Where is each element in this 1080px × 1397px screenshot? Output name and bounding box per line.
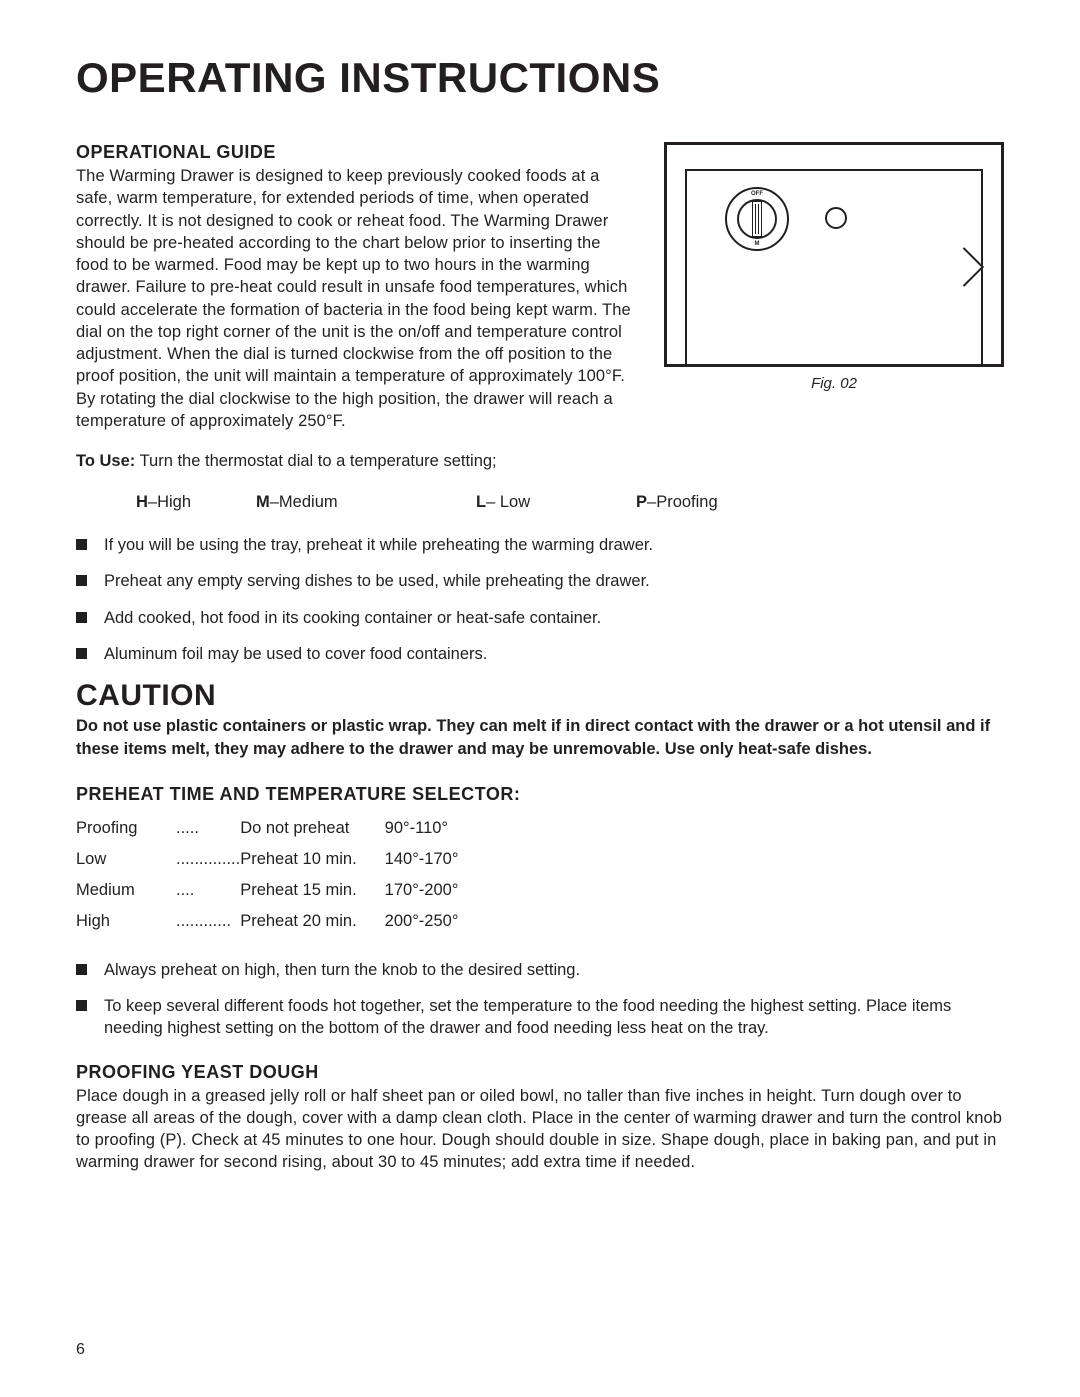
preheat-dots: .............. — [176, 844, 240, 875]
temperature-legend: H–High M–Medium L– Low P–Proofing — [76, 493, 1004, 512]
preheat-range: 170°-200° — [385, 875, 459, 906]
preheat-range: 90°-110° — [385, 813, 459, 844]
operational-guide-body: The Warming Drawer is designed to keep p… — [76, 165, 636, 432]
caution-text: Do not use plastic containers or plastic… — [76, 715, 1004, 760]
preheat-dots: ............ — [176, 906, 240, 937]
to-use-line: To Use: Turn the thermostat dial to a te… — [76, 452, 1004, 471]
preheat-bullets: Always preheat on high, then turn the kn… — [76, 959, 1004, 1040]
preheat-range: 200°-250° — [385, 906, 459, 937]
figure-column: OFF M Fig. 02 — [664, 142, 1004, 392]
legend-high: H–High — [136, 493, 256, 512]
caution-heading: CAUTION — [76, 679, 1004, 713]
to-use-text: Turn the thermostat dial to a temperatur… — [135, 452, 496, 470]
preheat-table: Proofing ..... Do not preheat 90°-110° L… — [76, 813, 458, 937]
preheat-instr: Preheat 15 min. — [240, 875, 384, 906]
list-item: Always preheat on high, then turn the kn… — [76, 959, 1004, 981]
usage-bullets: If you will be using the tray, preheat i… — [76, 534, 1004, 665]
proofing-body: Place dough in a greased jelly roll or h… — [76, 1085, 1004, 1174]
top-row: OPERATIONAL GUIDE The Warming Drawer is … — [76, 142, 1004, 432]
preheat-instr: Preheat 20 min. — [240, 906, 384, 937]
list-item: Preheat any empty serving dishes to be u… — [76, 570, 1004, 592]
preheat-instr: Do not preheat — [240, 813, 384, 844]
knob-m-label: M — [755, 241, 760, 247]
table-row: High ............ Preheat 20 min. 200°-2… — [76, 906, 458, 937]
table-row: Medium .... Preheat 15 min. 170°-200° — [76, 875, 458, 906]
operational-guide-col: OPERATIONAL GUIDE The Warming Drawer is … — [76, 142, 636, 432]
thermostat-knob-icon: OFF M — [725, 187, 789, 251]
legend-medium: M–Medium — [256, 493, 476, 512]
list-item: To keep several different foods hot toge… — [76, 995, 1004, 1040]
panel-corner-cut — [944, 247, 984, 287]
legend-proofing: P–Proofing — [636, 493, 718, 512]
list-item: Add cooked, hot food in its cooking cont… — [76, 607, 1004, 629]
figure-02: OFF M — [664, 142, 1004, 367]
list-item: Aluminum foil may be used to cover food … — [76, 643, 1004, 665]
preheat-mode: High — [76, 906, 176, 937]
legend-low: L– Low — [476, 493, 636, 512]
preheat-mode: Medium — [76, 875, 176, 906]
figure-caption: Fig. 02 — [664, 375, 1004, 392]
knob-off-label: OFF — [751, 191, 763, 197]
operational-guide-heading: OPERATIONAL GUIDE — [76, 142, 636, 163]
preheat-range: 140°-170° — [385, 844, 459, 875]
preheat-instr: Preheat 10 min. — [240, 844, 384, 875]
list-item: If you will be using the tray, preheat i… — [76, 534, 1004, 556]
preheat-dots: ..... — [176, 813, 240, 844]
table-row: Low .............. Preheat 10 min. 140°-… — [76, 844, 458, 875]
preheat-mode: Proofing — [76, 813, 176, 844]
preheat-dots: .... — [176, 875, 240, 906]
page-number: 6 — [76, 1341, 85, 1359]
proofing-heading: PROOFING YEAST DOUGH — [76, 1062, 1004, 1083]
preheat-mode: Low — [76, 844, 176, 875]
indicator-light-icon — [825, 207, 847, 229]
to-use-label: To Use: — [76, 452, 135, 470]
preheat-heading: PREHEAT TIME AND TEMPERATURE SELECTOR: — [76, 784, 1004, 805]
page-title: OPERATING INSTRUCTIONS — [76, 54, 1004, 102]
table-row: Proofing ..... Do not preheat 90°-110° — [76, 813, 458, 844]
